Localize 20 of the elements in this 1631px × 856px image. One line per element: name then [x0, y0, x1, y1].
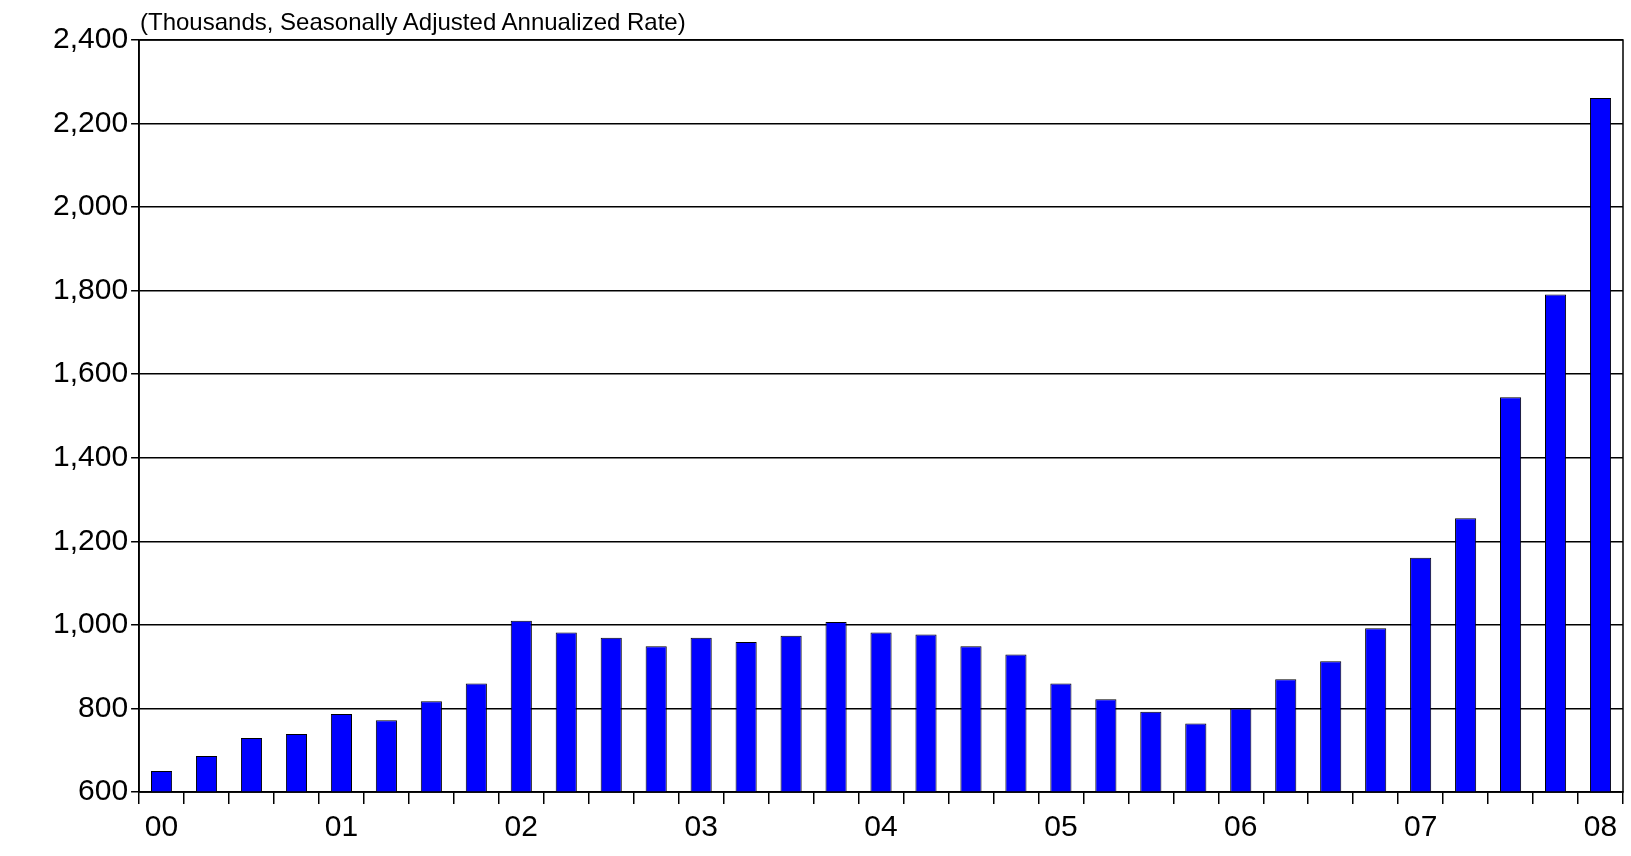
y-tick-label: 800 [78, 689, 129, 723]
x-tick-label: 07 [1403, 809, 1438, 843]
x-tick-label: 04 [864, 809, 898, 843]
x-tick-label: 00 [144, 809, 179, 843]
chart-subtitle: (Thousands, Seasonally Adjusted Annualized Rate) [140, 8, 686, 36]
x-tick-label: 01 [324, 809, 359, 843]
x-tick-label: 06 [1224, 809, 1258, 843]
y-tick-label: 2,200 [53, 104, 129, 138]
x-tick-label: 08 [1583, 809, 1618, 843]
y-tick-label: 1,000 [53, 606, 129, 640]
y-tick-label: 1,800 [53, 271, 129, 305]
x-tick-label: 05 [1044, 809, 1078, 843]
x-tick-label: 03 [684, 809, 718, 843]
y-tick-label: 1,600 [53, 355, 129, 389]
x-tick-label: 02 [504, 809, 538, 843]
y-tick-label: 2,000 [53, 188, 129, 222]
y-tick-label: 1,400 [53, 439, 129, 473]
y-tick-label: 1,200 [53, 522, 129, 556]
y-tick-label: 2,400 [53, 21, 129, 55]
y-tick-label: 600 [78, 773, 129, 807]
